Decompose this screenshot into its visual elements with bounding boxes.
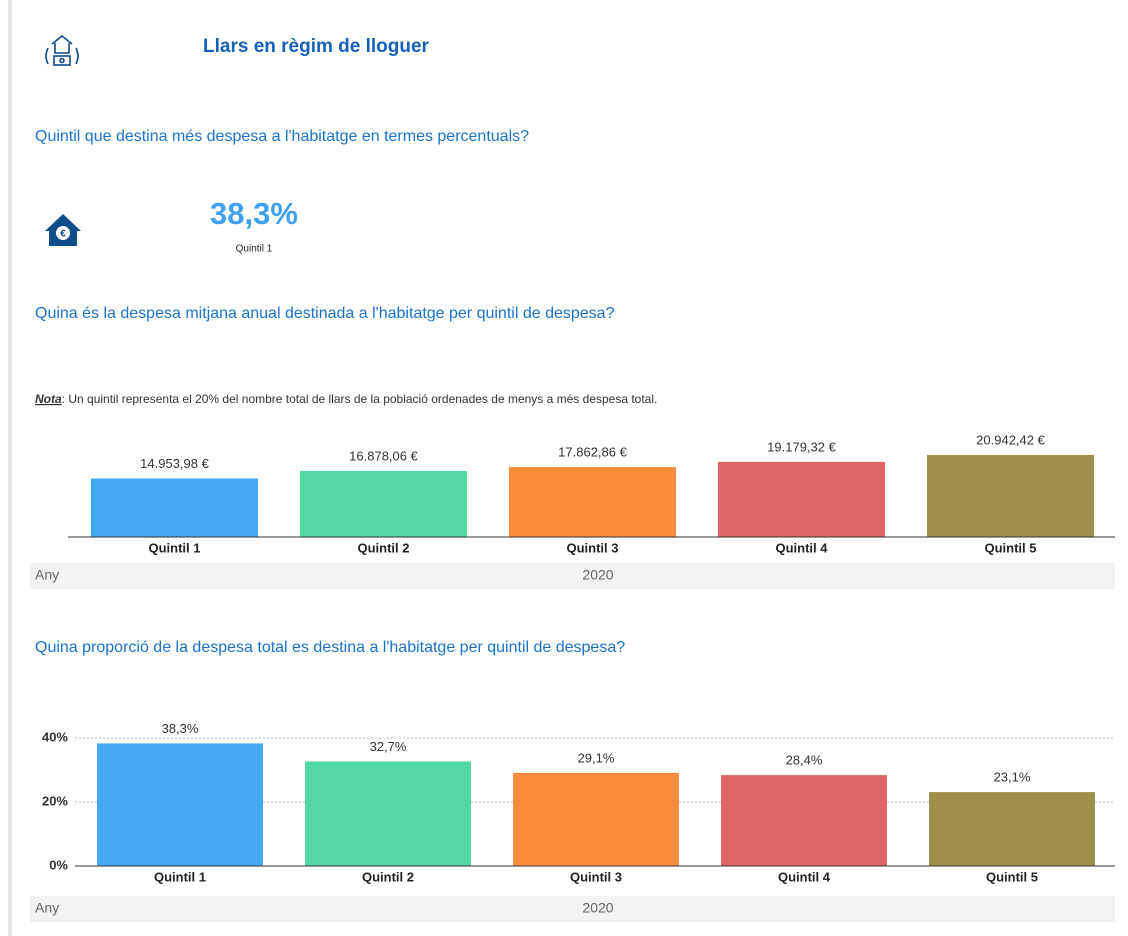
bar <box>300 470 467 537</box>
x-axis-label: Any <box>35 567 59 583</box>
data-label: 28,4% <box>786 753 823 768</box>
x-tick-label: Quintil 5 <box>985 540 1037 555</box>
y-tick-label: 20% <box>42 793 68 808</box>
group-label: 2020 <box>582 567 613 583</box>
data-label: 29,1% <box>578 750 615 765</box>
x-axis-label: Any <box>35 900 59 916</box>
x-tick-label: Quintil 4 <box>776 540 829 555</box>
question: Quina proporció de la despesa total es d… <box>35 639 625 656</box>
data-label: 17.862,86 € <box>558 444 627 459</box>
question: Quina és la despesa mitjana anual destin… <box>35 305 615 322</box>
header-icon <box>45 34 79 66</box>
y-tick-label: 40% <box>42 729 68 744</box>
question: Quintil que destina més despesa a l'habi… <box>35 128 529 145</box>
data-label: 38,3% <box>162 721 199 736</box>
x-tick-label: Quintil 4 <box>778 869 831 884</box>
data-label: 32,7% <box>370 739 407 754</box>
left-border <box>8 0 12 936</box>
note: Nota: Un quintil representa el 20% del n… <box>35 392 657 406</box>
x-tick-label: Quintil 1 <box>154 869 206 884</box>
bar <box>927 455 1094 537</box>
data-label: 20.942,42 € <box>976 432 1045 447</box>
group-label: 2020 <box>582 900 613 916</box>
x-tick-label: Quintil 5 <box>986 869 1038 884</box>
x-tick-label: Quintil 3 <box>570 869 622 884</box>
x-tick-label: Quintil 2 <box>362 869 414 884</box>
bar <box>305 761 471 866</box>
data-label: 23,1% <box>994 770 1031 785</box>
x-tick-label: Quintil 1 <box>149 540 201 555</box>
note-text: : Un quintil representa el 20% del nombr… <box>62 392 658 406</box>
data-label: 16.878,06 € <box>349 448 418 463</box>
x-tick-label: Quintil 2 <box>358 540 410 555</box>
bar <box>509 467 676 537</box>
group-band <box>30 896 1115 922</box>
bar <box>91 478 258 537</box>
data-label: 19.179,32 € <box>767 439 836 454</box>
y-tick-label: 0% <box>49 857 68 872</box>
bar <box>513 772 679 866</box>
kpi-value: 38,3% <box>210 196 298 231</box>
kpi-icon: € <box>45 214 81 246</box>
bar <box>929 792 1095 866</box>
svg-text:€: € <box>60 229 66 240</box>
bar <box>721 775 887 866</box>
kpi-label: Quintil 1 <box>236 244 273 255</box>
page-title: Llars en règim de lloguer <box>203 36 430 57</box>
bar <box>97 743 263 866</box>
group-band <box>30 563 1115 589</box>
data-label: 14.953,98 € <box>140 456 209 471</box>
bar <box>718 461 885 537</box>
x-tick-label: Quintil 3 <box>567 540 619 555</box>
note-label: Nota <box>35 392 62 406</box>
